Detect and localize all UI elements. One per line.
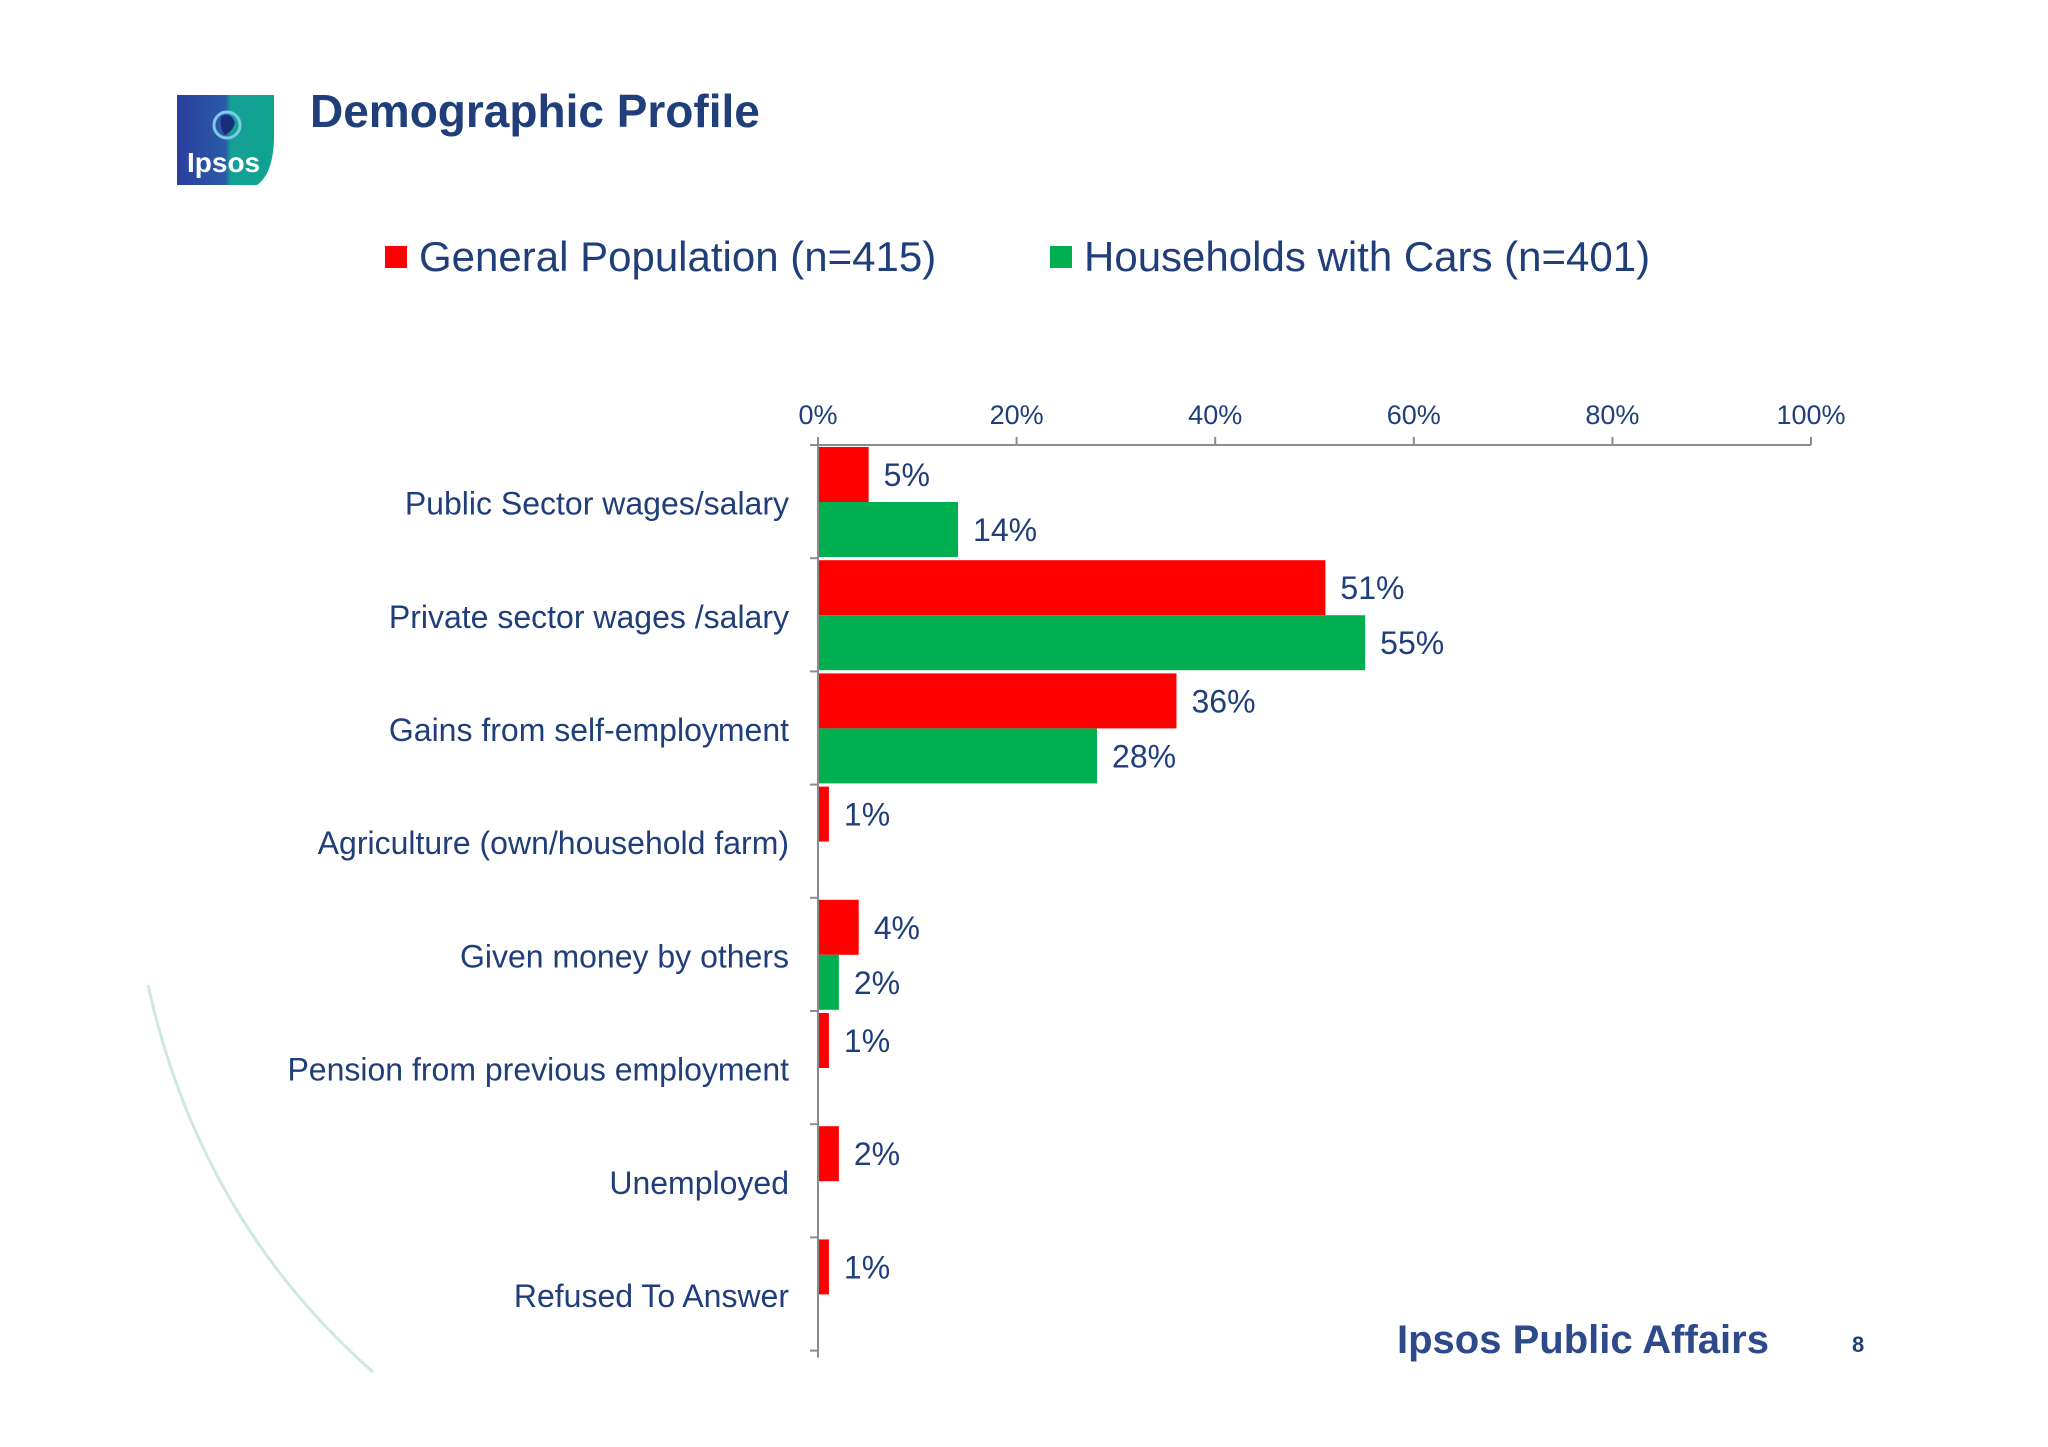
- bar-given-money-by-others-series-0: [819, 899, 859, 955]
- category-label-unemployed: Unemployed: [609, 1165, 789, 1201]
- data-label-gains-from-self-employment-series-0: 36%: [1191, 683, 1255, 719]
- x-tick-label: 100%: [1776, 400, 1845, 430]
- bar-private-sector-wages-salary-series-0: [819, 560, 1326, 616]
- category-label-public-sector-wages-salary: Public Sector wages/salary: [405, 486, 789, 522]
- footer-brand: Ipsos Public Affairs: [1397, 1318, 1769, 1362]
- x-tick-label: 60%: [1387, 400, 1441, 430]
- bar-unemployed-series-0: [819, 1126, 839, 1182]
- bar-gains-from-self-employment-series-1: [819, 728, 1098, 784]
- page-number: 8: [1852, 1332, 1865, 1357]
- legend-label-general-population: General Population (n=415): [419, 233, 937, 280]
- category-label-pension-from-previous-employment: Pension from previous employment: [287, 1052, 789, 1088]
- decorative-arc: [146, 984, 374, 1374]
- x-tick-label: 40%: [1188, 400, 1242, 430]
- legend-label-households-with-cars: Households with Cars (n=401): [1084, 233, 1651, 280]
- data-label-pension-from-previous-employment-series-0: 1%: [844, 1023, 890, 1059]
- category-label-private-sector-wages-salary: Private sector wages /salary: [389, 599, 789, 635]
- data-label-unemployed-series-0: 2%: [854, 1136, 900, 1172]
- bar-given-money-by-others-series-1: [819, 954, 839, 1010]
- x-tick-label: 20%: [990, 400, 1044, 430]
- page-title: Demographic Profile: [310, 85, 760, 137]
- bar-pension-from-previous-employment-series-0: [819, 1013, 829, 1068]
- data-label-public-sector-wages-salary-series-0: 5%: [884, 457, 930, 493]
- data-label-given-money-by-others-series-0: 4%: [874, 910, 920, 946]
- bar-refused-to-answer-series-0: [819, 1239, 829, 1295]
- category-label-given-money-by-others: Given money by others: [460, 938, 789, 974]
- x-tick-label: 80%: [1585, 400, 1639, 430]
- data-label-refused-to-answer-series-0: 1%: [844, 1249, 890, 1285]
- bar-gains-from-self-employment-series-0: [819, 673, 1177, 729]
- data-label-gains-from-self-employment-series-1: 28%: [1112, 738, 1176, 774]
- category-label-agriculture-own-household-farm: Agriculture (own/household farm): [318, 825, 789, 861]
- svg-text:Ipsos: Ipsos: [187, 147, 260, 178]
- bar-private-sector-wages-salary-series-1: [819, 615, 1366, 671]
- legend-item-general-population: General Population (n=415): [385, 232, 936, 282]
- category-label-refused-to-answer: Refused To Answer: [514, 1278, 789, 1314]
- data-label-agriculture-own-household-farm-series-0: 1%: [844, 797, 890, 833]
- data-label-public-sector-wages-salary-series-1: 14%: [973, 512, 1037, 548]
- x-tick-label: 0%: [798, 400, 837, 430]
- data-label-given-money-by-others-series-1: 2%: [854, 965, 900, 1001]
- bar-agriculture-own-household-farm-series-0: [819, 786, 829, 842]
- data-label-private-sector-wages-salary-series-1: 55%: [1380, 625, 1444, 661]
- bar-public-sector-wages-salary-series-0: [819, 447, 869, 502]
- category-label-gains-from-self-employment: Gains from self-employment: [389, 712, 789, 748]
- bar-public-sector-wages-salary-series-1: [819, 502, 959, 557]
- legend-swatch-general-population: [385, 246, 407, 268]
- data-label-private-sector-wages-salary-series-0: 51%: [1340, 570, 1404, 606]
- legend-item-households-with-cars: Households with Cars (n=401): [1050, 232, 1650, 282]
- legend-swatch-households-with-cars: [1050, 246, 1072, 268]
- ipsos-logo: Ipsos: [177, 95, 274, 185]
